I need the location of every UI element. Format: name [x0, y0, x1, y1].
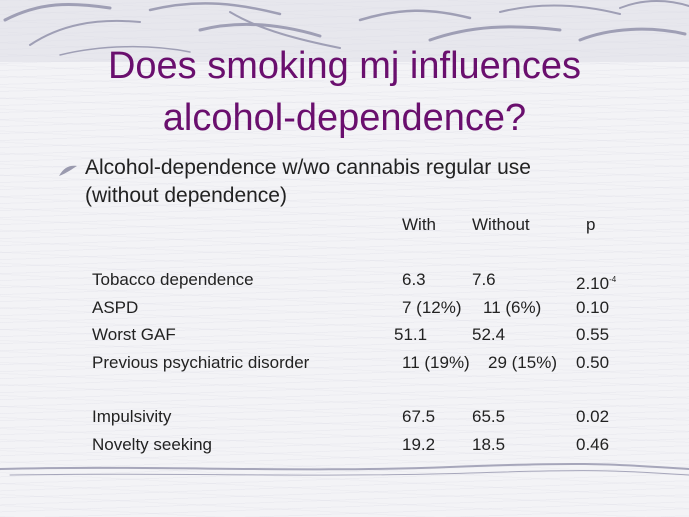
row-p: 0.55: [576, 325, 610, 344]
slide-title: Does smoking mj influences alcohol-depen…: [20, 40, 669, 144]
row-p-value: 2.10: [576, 274, 610, 293]
decorative-swash-banner: [0, 0, 689, 62]
row-label: ASPD: [92, 298, 139, 317]
row-without: 52.4: [472, 325, 506, 344]
row-p: 0.02: [576, 407, 610, 426]
title-line-2: alcohol-dependence?: [162, 97, 527, 139]
row-without: 18.5: [472, 435, 506, 454]
row-label: Worst GAF: [92, 325, 176, 344]
row-with: 11 (19%): [402, 353, 470, 372]
row-p: 0.10: [576, 298, 610, 317]
row-without: 7.6: [472, 270, 496, 289]
leaf-bullet-icon: [59, 165, 77, 176]
header-p: p: [586, 215, 596, 234]
row-label: Novelty seeking: [92, 435, 213, 454]
row-p: 2.10-4: [576, 270, 616, 294]
row-p: 0.50: [576, 353, 610, 372]
header-without: Without: [472, 215, 530, 234]
row-label: Previous psychiatric disorder: [92, 353, 310, 372]
row-with: 7 (12%): [402, 298, 462, 317]
row-p: 0.46: [576, 435, 610, 454]
row-without: 65.5: [472, 407, 506, 426]
row-p-exponent: -4: [609, 275, 617, 284]
bullet-text: Alcohol-dependence w/wo cannabis regular…: [85, 154, 645, 210]
row-with: 19.2: [402, 435, 436, 454]
row-without: 29 (15%): [488, 353, 557, 372]
decorative-bottom-line: [0, 462, 689, 476]
row-label: Impulsivity: [92, 407, 172, 426]
row-with: 67.5: [402, 407, 436, 426]
title-line-1: Does smoking mj influences: [107, 45, 582, 87]
row-label: Tobacco dependence: [92, 270, 254, 289]
bullet-line-1: Alcohol-dependence w/wo cannabis regular…: [85, 156, 531, 179]
header-with: With: [402, 215, 436, 234]
row-with: 6.3: [402, 270, 426, 289]
row-with: 51.1: [394, 325, 428, 344]
row-without: 11 (6%): [483, 298, 542, 317]
bullet-line-2: (without dependence): [85, 184, 287, 207]
